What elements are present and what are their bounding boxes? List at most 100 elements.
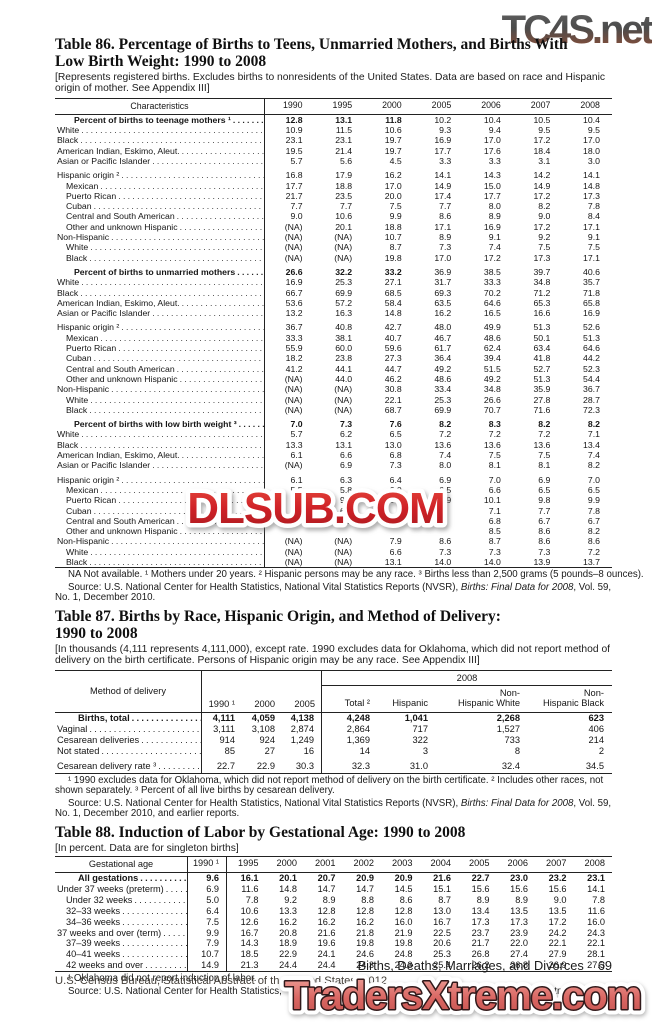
- value-cell: 17.3: [583, 190, 600, 201]
- value-cell: 7.8: [587, 201, 600, 212]
- leader-dots: [119, 170, 264, 180]
- value-cell: 7.3: [340, 419, 353, 430]
- value-cell: 34.5: [585, 761, 604, 772]
- leader-dots: [178, 222, 264, 232]
- row-label-cell: Percent of births with low birth weight …: [55, 415, 265, 430]
- value-cell: 6.6: [389, 546, 402, 557]
- value-cell: 14.1: [583, 170, 600, 181]
- table-row: 32–33 weeks 6.4 10.6 13.3 12.8 12.8 12.8 13.0 13…: [55, 905, 612, 917]
- value-cell: (NA): [284, 460, 303, 471]
- value-cell: 18.4: [533, 145, 551, 156]
- value-cell: 7.7: [439, 201, 452, 212]
- row-label-cell: American Indian, Eskimo, Aleut.: [55, 450, 265, 461]
- value-cell: 10.7: [188, 949, 227, 961]
- value-cell: 21.6: [317, 927, 336, 938]
- value-cell: 623: [588, 712, 604, 723]
- row-label: 37 weeks and over (term): [57, 927, 162, 938]
- value-cell: 13.6: [533, 439, 551, 450]
- source-text: , Vol. 59, No. 1, December 2010.: [55, 581, 612, 604]
- row-label: Cuban: [66, 505, 92, 516]
- value-cell: 27.9: [548, 949, 567, 960]
- leader-dots: [88, 395, 264, 405]
- value-cell: 717: [412, 723, 428, 734]
- value-cell: 7.8: [587, 505, 600, 516]
- leader-dots: [99, 746, 201, 757]
- value-cell: 69.9: [335, 287, 353, 298]
- value-cell: 9.0: [290, 495, 303, 506]
- value-cell: 23.7: [471, 927, 490, 938]
- column-header: 2002: [353, 858, 374, 869]
- value-cell: 6.9: [340, 460, 353, 471]
- value-cell: 59.6: [384, 343, 402, 354]
- row-label-cell: Vaginal: [55, 723, 202, 735]
- table86-body: Percent of births to teenage mothers ¹ 12…: [55, 114, 612, 568]
- value-cell: 17.3: [510, 916, 528, 927]
- value-cell: 18.0: [583, 145, 600, 156]
- value-cell: 8.0: [488, 201, 501, 212]
- value-cell: 18.5: [240, 949, 259, 960]
- value-cell: 32.4: [501, 761, 520, 772]
- value-cell: 13.6: [483, 439, 501, 450]
- value-cell: 17.7: [285, 180, 303, 191]
- table-row: Percent of births with low birth weight …: [55, 415, 612, 430]
- value-cell: (NA): [284, 232, 303, 243]
- value-cell: 12.6: [240, 916, 259, 927]
- row-label: Percent of births to teenage mothers ¹: [74, 114, 231, 125]
- table-row: Asian or Pacific Islander 13.2 16.3 14.8 16.…: [55, 308, 612, 319]
- value-cell: (NA): [284, 536, 303, 547]
- value-cell: 914: [219, 735, 235, 745]
- value-cell: 31.0: [409, 761, 428, 772]
- value-cell: (NA): [334, 556, 353, 567]
- leader-dots: [120, 906, 187, 917]
- table-row: Under 37 weeks (preterm) 6.9 11.6 14.8 14.7 1…: [55, 883, 612, 895]
- value-cell: 17.6: [483, 145, 501, 156]
- row-label: 40–41 weeks: [66, 949, 121, 960]
- value-cell: 17.9: [335, 170, 353, 181]
- value-cell: 7.8: [245, 894, 259, 905]
- table87-title-line1: Table 87. Births by Race, Hispanic Origi…: [55, 607, 501, 625]
- table-row: Black 23.1 23.1 19.7 16.9 17.0 17.2 17.0: [55, 135, 612, 146]
- row-label-cell: Cuban: [55, 201, 265, 212]
- value-cell: 54.4: [583, 373, 600, 384]
- value-cell: 9.5: [538, 125, 551, 136]
- value-cell: 14.3: [483, 170, 501, 181]
- column-header: 2008: [580, 99, 600, 110]
- value-cell: 6.3: [340, 474, 353, 485]
- row-label-cell: Percent of births to unmarried mothers: [55, 262, 265, 278]
- column-header: 2007: [546, 858, 567, 869]
- value-cell: [364, 526, 414, 536]
- row-label-cell: Black: [55, 287, 265, 298]
- leader-dots: [92, 201, 264, 211]
- value-cell: 7.5: [587, 242, 600, 253]
- row-label-cell: 42 weeks and over: [55, 960, 188, 972]
- value-cell: 15.0: [483, 180, 501, 191]
- value-cell: 16.7: [433, 916, 451, 927]
- value-cell: 3: [422, 746, 428, 757]
- leader-dots: [175, 364, 264, 374]
- leader-dots: [175, 516, 264, 526]
- row-label-cell: Hispanic origin ²: [55, 318, 265, 333]
- row-label-cell: Black: [55, 252, 265, 263]
- value-cell: 6.4: [188, 905, 227, 917]
- value-cell: 26.8: [471, 949, 490, 960]
- value-cell: 15.1: [433, 883, 451, 894]
- value-cell: 2,864: [346, 723, 370, 734]
- value-cell: (NA): [334, 536, 353, 547]
- table-row: White (NA) (NA) 8.7 7.3 7.4 7.5 7.5: [55, 242, 612, 253]
- leader-dots: [88, 242, 264, 252]
- value-cell: 13.2: [285, 308, 303, 319]
- row-label-cell: Central and South American: [55, 211, 265, 222]
- row-label-cell: Non-Hispanic: [55, 384, 265, 395]
- value-cell: 8.9: [488, 211, 501, 222]
- value-cell: 3,108: [251, 723, 275, 734]
- row-label: Asian or Pacific Islander: [57, 156, 151, 166]
- row-label-cell: Hispanic origin ²: [55, 166, 265, 181]
- table-row: Central and South American 6.2 6.8 6.7 6.7: [55, 515, 612, 527]
- value-cell: 21.7: [471, 938, 490, 949]
- value-cell: 14.5: [394, 883, 413, 894]
- value-cell: 8.8: [361, 894, 374, 905]
- value-cell: 70.2: [483, 287, 501, 298]
- value-cell: 8.2: [587, 419, 600, 430]
- table-row: White (NA) (NA) 6.6 7.3 7.3 7.3 7.2: [55, 546, 612, 557]
